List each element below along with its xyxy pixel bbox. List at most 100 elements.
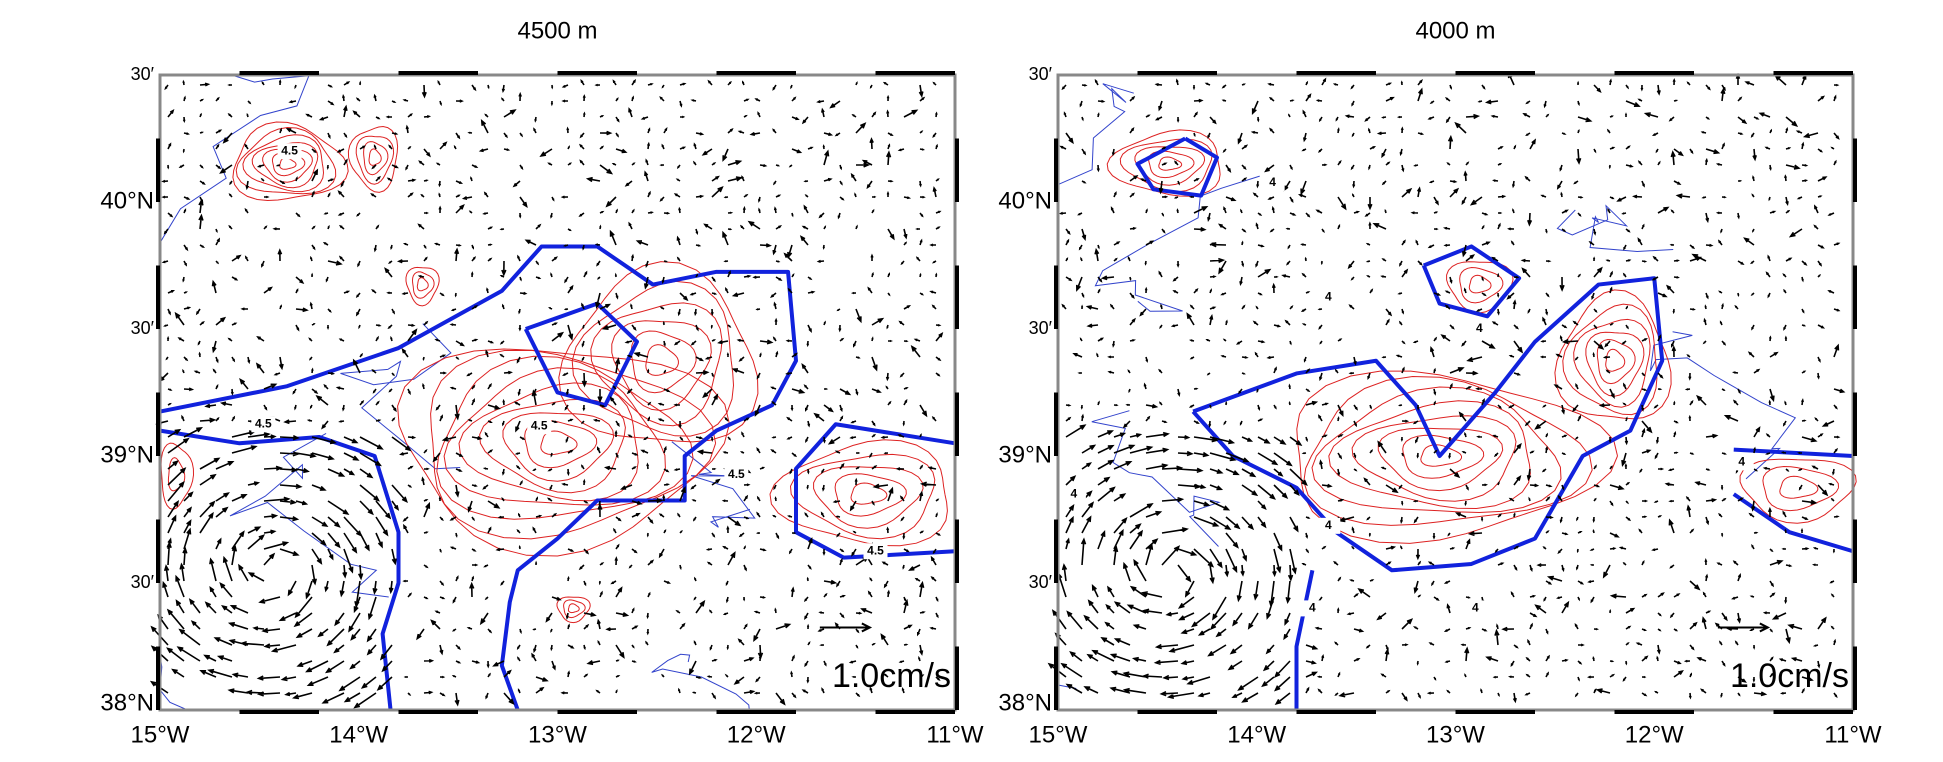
panel-title: 4000 m <box>1415 17 1495 44</box>
scale-arrow <box>1717 622 1771 633</box>
frame-bar <box>156 138 160 202</box>
frame-bar <box>156 519 160 583</box>
red-contour <box>813 466 924 529</box>
red-contour <box>563 599 586 619</box>
red-contour <box>279 157 297 170</box>
frame-bar <box>955 138 959 202</box>
contour-label: 4 <box>1269 175 1276 189</box>
contour-label: 4.5 <box>255 416 272 430</box>
x-axis-label: 13°W <box>528 721 587 748</box>
red-contour <box>1402 434 1485 479</box>
x-axis-label: 11°W <box>926 721 984 748</box>
contour-label: 4 <box>1472 601 1479 615</box>
red-contour <box>1303 375 1593 526</box>
red-contour <box>1605 348 1626 372</box>
frame-bar <box>1137 71 1217 75</box>
map-panel: 4.5 4.5 4.5 4.5 4.5 1.0cm/s 4500 m 30′ 40°N 30′ 39… <box>100 17 984 748</box>
frame-bar <box>875 710 955 714</box>
label-backing <box>1729 454 1754 471</box>
y-axis-label: 40°N <box>998 187 1052 214</box>
frame-bar <box>1614 710 1694 714</box>
red-contour <box>571 280 735 437</box>
frame-bar <box>716 710 796 714</box>
frame-bar <box>1054 138 1058 202</box>
frame-bar <box>398 710 478 714</box>
frame-bar <box>1853 519 1857 583</box>
red-contour <box>1119 138 1213 193</box>
red-contour <box>1739 458 1857 524</box>
frame-bar <box>1054 519 1058 583</box>
thick-contour <box>159 244 798 711</box>
thick-contour <box>1421 244 1522 319</box>
red-contour <box>235 126 337 195</box>
red-contour <box>1762 465 1839 512</box>
red-contour <box>789 453 936 540</box>
frame-bar <box>557 71 637 75</box>
frame-bar <box>156 392 160 456</box>
red-contour <box>1328 400 1531 510</box>
y-axis-label: 30′ <box>131 572 155 592</box>
red-contour <box>355 135 395 185</box>
red-contour <box>1573 318 1651 408</box>
velocity-vectors <box>1047 71 1846 706</box>
red-contour <box>1468 274 1492 294</box>
red-contour <box>590 302 723 427</box>
red-contour <box>368 148 382 166</box>
red-contour <box>160 442 194 510</box>
map-panel: 4 4 4 4 4 4 4 4 1.0cm/s 4000 m 30′ 40°N 30′ 39°N 30′ 38… <box>998 17 1882 748</box>
thin-contour <box>671 441 756 528</box>
label-backing <box>277 143 302 160</box>
red-contour <box>405 266 440 307</box>
red-contour <box>416 277 429 292</box>
contour-label: 4.5 <box>728 467 745 481</box>
contour-label: 4 <box>1738 455 1745 469</box>
frame-bar <box>955 265 959 329</box>
frame-bar <box>1773 710 1853 714</box>
y-axis-label: 30′ <box>1029 572 1053 592</box>
x-axis-label: 13°W <box>1426 721 1485 748</box>
label-backing <box>863 543 888 560</box>
thick-contour <box>523 301 639 408</box>
red-contour <box>1377 427 1504 492</box>
contour-label: 4 <box>1325 289 1332 303</box>
frame-bar <box>1853 392 1857 456</box>
red-contour <box>458 382 639 502</box>
thin-contour <box>340 323 461 470</box>
thick-contour <box>1135 136 1219 198</box>
red-contour <box>242 134 325 193</box>
contour-label: 4 <box>1476 321 1483 335</box>
frame-bar <box>1137 710 1217 714</box>
frame-bar <box>955 646 959 710</box>
frame-bar <box>557 710 637 714</box>
scale-arrow <box>819 622 873 633</box>
red-contour <box>1585 331 1645 397</box>
label-backing <box>1300 600 1325 617</box>
frame-bar <box>1296 71 1376 75</box>
label-backing <box>251 416 276 433</box>
red-contour <box>1311 386 1562 514</box>
frame-bar <box>398 71 478 75</box>
x-axis-label: 14°W <box>1227 721 1286 748</box>
red-contour <box>540 430 578 456</box>
contour-label: 4 <box>1309 601 1316 615</box>
frame-bar <box>156 265 160 329</box>
frame-bar <box>1296 710 1376 714</box>
thin-contour <box>159 74 310 262</box>
frame-bar <box>955 392 959 456</box>
thin-contour <box>1091 410 1221 547</box>
red-contour <box>1351 415 1517 502</box>
scale-label: 1.0cm/s <box>1730 657 1849 695</box>
red-contour <box>567 603 580 614</box>
frame-bar <box>1054 265 1058 329</box>
frame-bar <box>955 519 959 583</box>
thin-contour <box>1556 204 1674 253</box>
label-backing <box>527 418 552 435</box>
frame-bar <box>1853 265 1857 329</box>
y-axis-label: 40°N <box>100 187 154 214</box>
y-axis-label: 30′ <box>1029 318 1053 338</box>
frame-bar <box>1455 710 1535 714</box>
y-axis-label: 38°N <box>100 689 154 716</box>
thick-contour <box>159 428 401 711</box>
frame-bar <box>716 71 796 75</box>
